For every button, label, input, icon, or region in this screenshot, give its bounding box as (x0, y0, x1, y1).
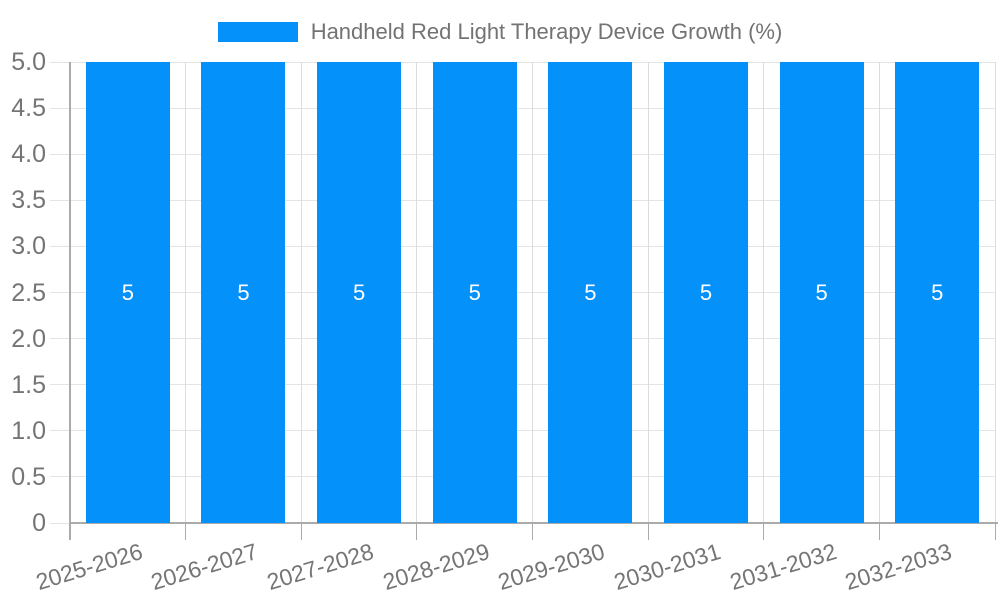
bar-value-label: 5 (699, 279, 713, 305)
y-tick (50, 430, 70, 432)
x-tick (532, 523, 533, 540)
x-tick (763, 523, 765, 540)
bar-value-label: 5 (352, 279, 366, 305)
y-tick-label: 0.5 (11, 462, 46, 491)
y-tick-label: 5.0 (11, 48, 46, 76)
v-gridline (878, 62, 880, 523)
y-tick (50, 107, 70, 109)
y-tick (50, 522, 70, 524)
bar[interactable]: 5 (85, 62, 170, 523)
y-tick (50, 384, 70, 386)
x-tick-label: 2031-2032 (726, 538, 840, 596)
y-tick-label: 1.5 (11, 370, 46, 399)
y-tick (50, 292, 70, 293)
bar[interactable]: 5 (432, 62, 517, 523)
y-tick-label: 1.0 (11, 416, 46, 445)
y-tick-label: 4.5 (11, 94, 46, 123)
legend-item[interactable]: Handheld Red Light Therapy Device Growth… (217, 19, 783, 44)
legend-label: Handheld Red Light Therapy Device Growth… (310, 19, 783, 44)
v-gridline (647, 62, 649, 523)
v-gridline (416, 62, 418, 523)
legend-swatch (217, 22, 298, 42)
y-tick-label: 2.5 (11, 278, 46, 307)
x-tick (878, 523, 880, 540)
y-tick-label: 3.0 (11, 232, 46, 261)
y-tick (50, 476, 70, 478)
x-tick-label: 2032-2033 (841, 538, 955, 596)
bar-value-label: 5 (237, 279, 250, 305)
v-gridline (763, 62, 765, 523)
bar-value-label: 5 (815, 279, 828, 305)
y-tick-label: 4.0 (11, 140, 46, 169)
bar[interactable]: 5 (779, 62, 864, 523)
v-gridline (185, 62, 187, 523)
y-tick-label: 3.5 (11, 186, 46, 215)
x-axis-line (70, 522, 998, 524)
v-gridline (994, 62, 996, 523)
y-tick (50, 338, 70, 340)
bar[interactable]: 5 (895, 62, 980, 523)
bar-value-label: 5 (121, 279, 134, 305)
bar[interactable]: 5 (663, 62, 748, 523)
y-axis-line (69, 62, 71, 540)
v-gridline (532, 62, 533, 523)
y-tick-label: 2.0 (11, 324, 46, 353)
bar[interactable]: 5 (201, 62, 286, 523)
x-tick-label: 2027-2028 (263, 538, 377, 596)
bar-value-label: 5 (584, 279, 597, 305)
bar[interactable]: 5 (548, 62, 633, 523)
bar[interactable]: 5 (317, 62, 402, 523)
x-tick (185, 523, 187, 540)
y-tick (50, 153, 70, 155)
x-tick (647, 523, 649, 540)
y-tick-label: 0 (32, 509, 46, 537)
y-tick (50, 199, 70, 201)
x-tick (300, 523, 302, 540)
x-tick-label: 2030-2031 (610, 538, 724, 596)
x-tick-label: 2028-2029 (379, 538, 493, 596)
x-tick-label: 2029-2030 (495, 538, 608, 596)
x-tick (416, 523, 418, 540)
v-gridline (300, 62, 302, 523)
legend: Handheld Red Light Therapy Device Growth… (0, 20, 1000, 44)
x-tick (994, 523, 996, 540)
y-tick (50, 61, 70, 63)
y-tick (50, 245, 70, 247)
bar-value-label: 5 (931, 279, 944, 305)
x-tick-label: 2026-2027 (148, 538, 262, 596)
bar-value-label: 5 (468, 279, 481, 305)
x-tick-label: 2025-2026 (32, 538, 146, 596)
